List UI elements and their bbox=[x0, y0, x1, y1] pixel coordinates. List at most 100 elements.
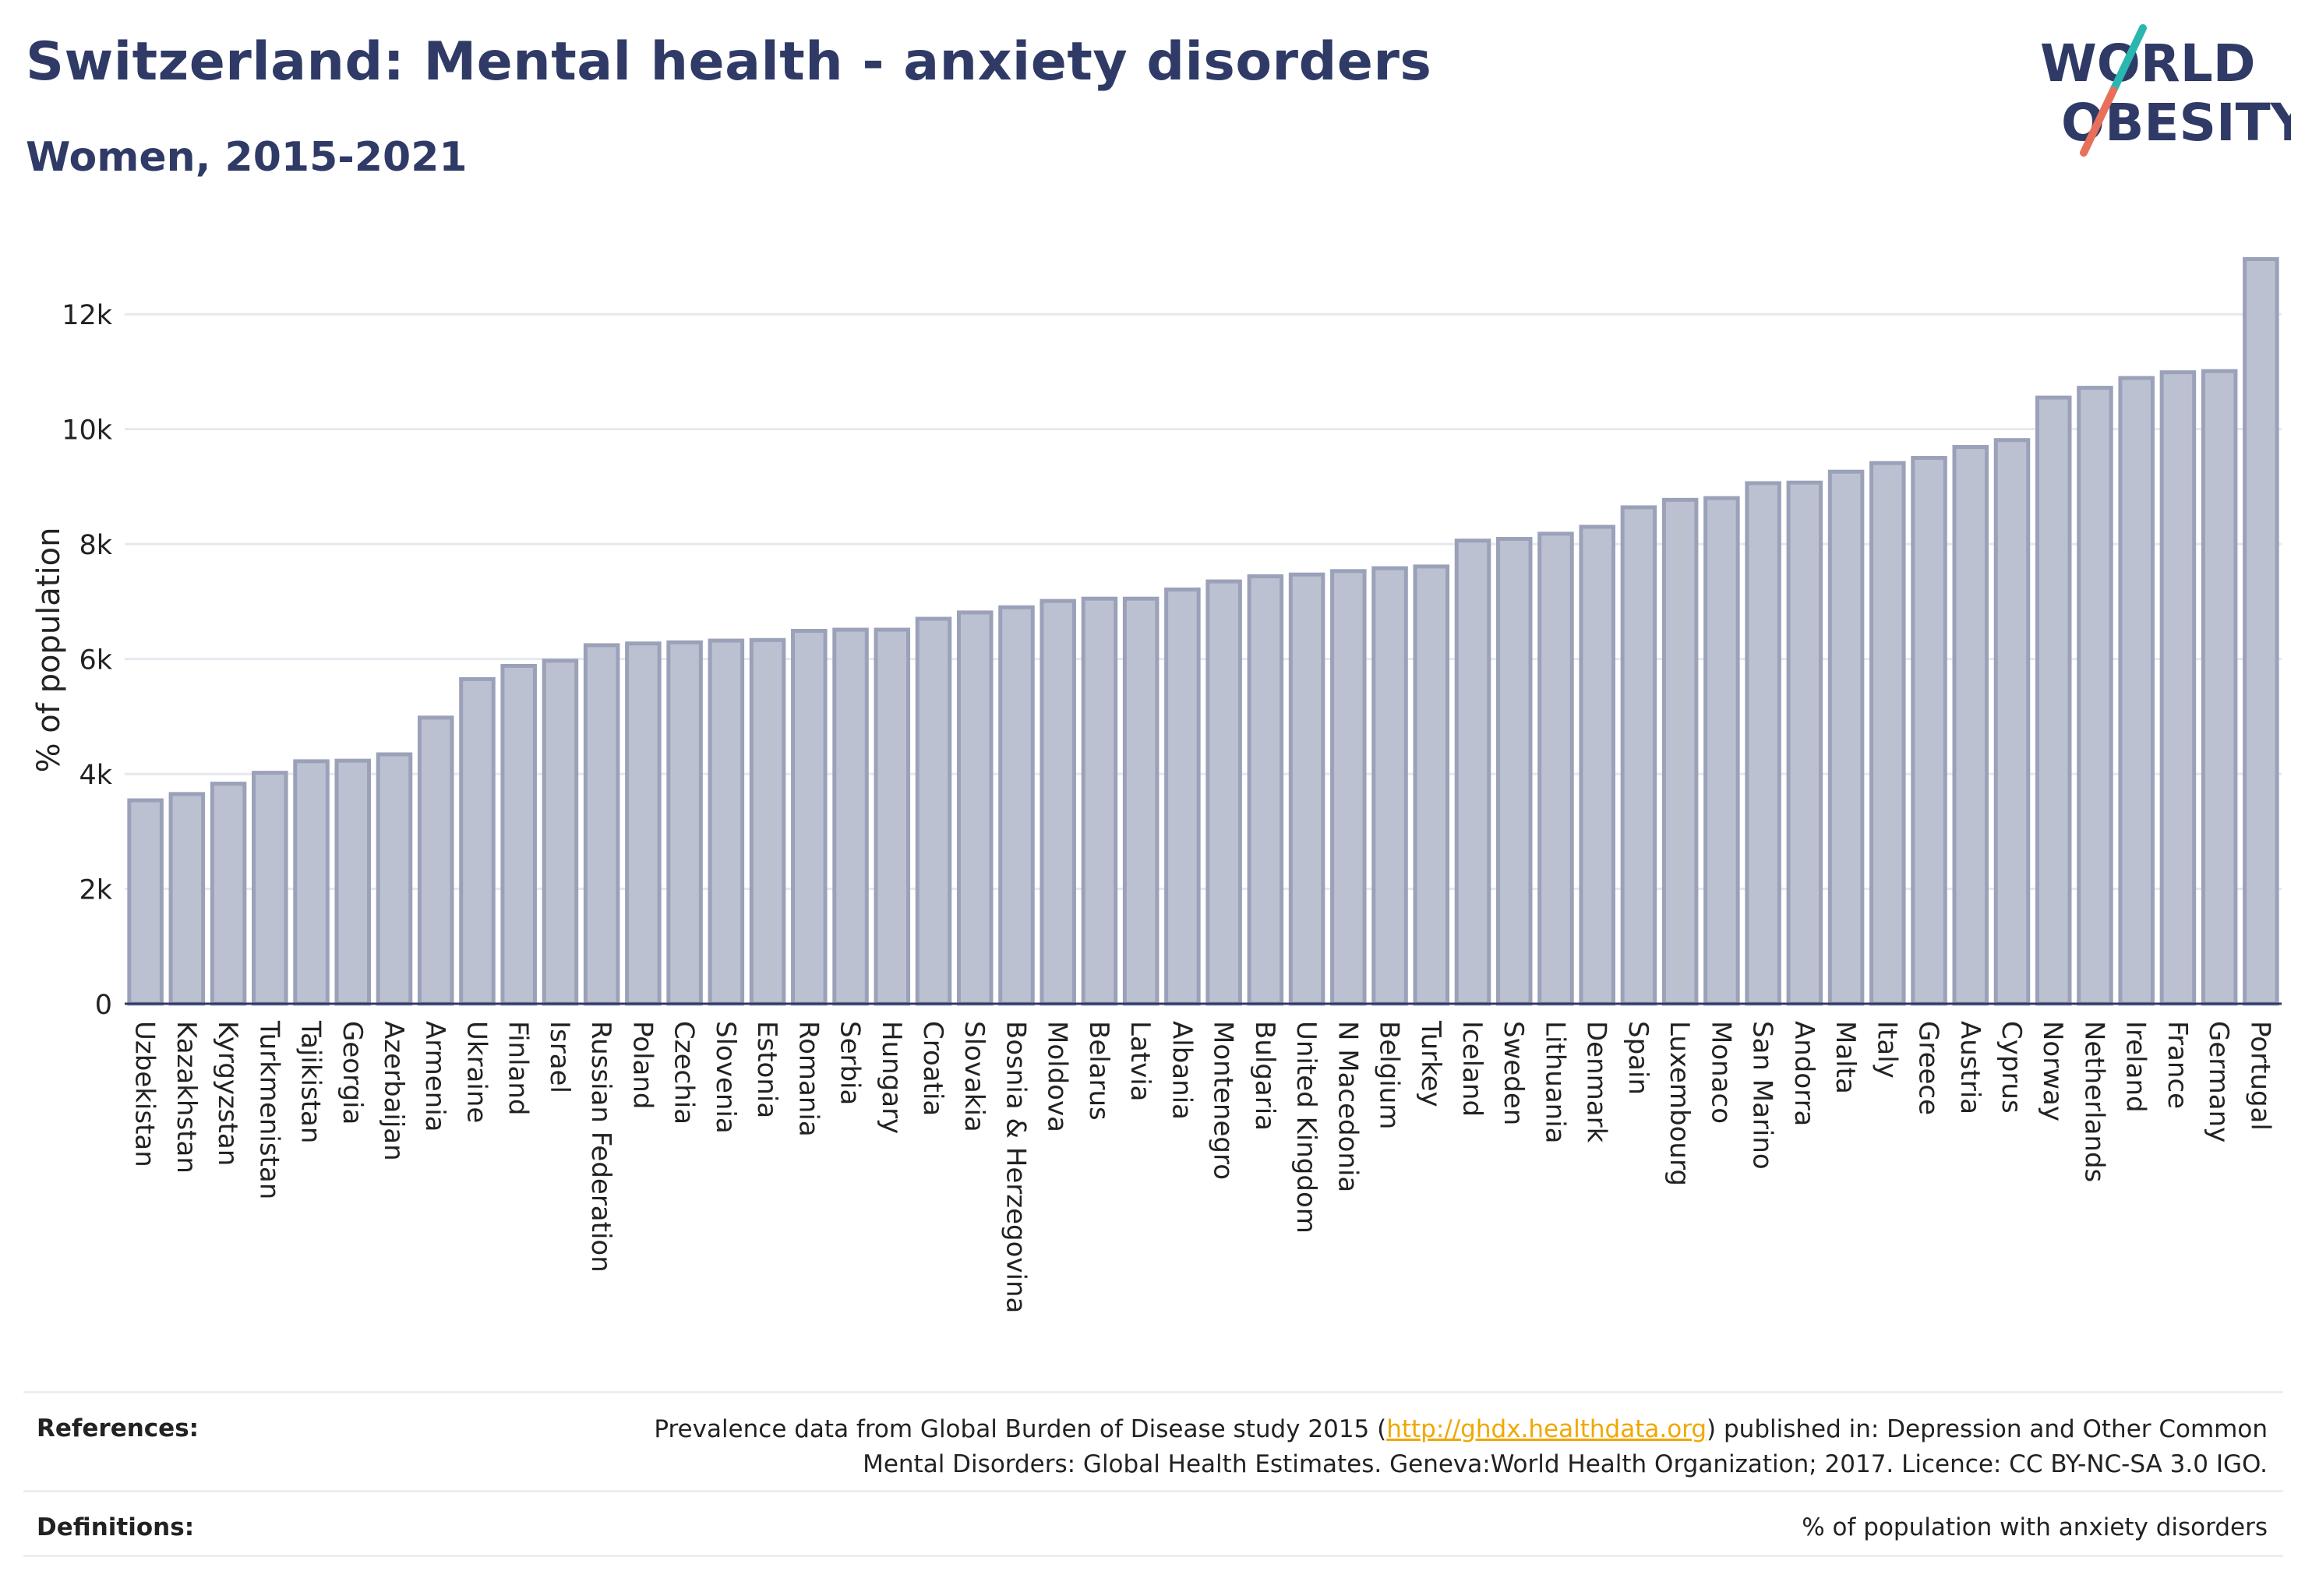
x-tick-label: Russian Federation bbox=[585, 1021, 616, 1273]
x-tick-label: Slovakia bbox=[958, 1021, 990, 1132]
x-tick-label: N Macedonia bbox=[1332, 1021, 1363, 1192]
x-tick-label: Finland bbox=[503, 1021, 534, 1116]
world-obesity-logo: WORLD OBESITY bbox=[2040, 24, 2291, 157]
x-tick-label: United Kingdom bbox=[1290, 1021, 1322, 1234]
bar bbox=[832, 627, 869, 1006]
x-tick-label: Moldova bbox=[1042, 1021, 1073, 1132]
bar bbox=[1579, 524, 1615, 1006]
bar bbox=[625, 641, 662, 1006]
bar bbox=[1620, 505, 1657, 1006]
y-tick-label: 0 bbox=[95, 990, 112, 1021]
x-tick-label: Portugal bbox=[2244, 1021, 2275, 1131]
bar bbox=[874, 627, 911, 1006]
bar bbox=[998, 605, 1035, 1006]
x-tick-label: Monaco bbox=[1705, 1021, 1736, 1124]
y-tick-label: 8k bbox=[79, 530, 112, 561]
x-tick-label: Azerbaijan bbox=[378, 1021, 409, 1161]
x-tick-label: Austria bbox=[1954, 1021, 1986, 1114]
bar bbox=[1205, 579, 1242, 1006]
logo-line-1: WORLD bbox=[2040, 34, 2256, 94]
definitions-text: % of population with anxiety disorders bbox=[1802, 1513, 2268, 1541]
x-tick-label: Greece bbox=[1913, 1021, 1944, 1115]
bar bbox=[2118, 376, 2155, 1006]
bar bbox=[417, 715, 454, 1006]
y-axis-label: % of population bbox=[31, 528, 67, 773]
x-tick-label: Kyrgyzstan bbox=[212, 1021, 243, 1166]
x-tick-label: Georgia bbox=[337, 1021, 368, 1125]
bar bbox=[210, 782, 247, 1006]
x-tick-label: Netherlands bbox=[2078, 1021, 2109, 1182]
x-tick-label: Slovenia bbox=[710, 1021, 741, 1134]
x-tick-label: Israel bbox=[544, 1021, 575, 1093]
y-tick-label: 6k bbox=[79, 645, 112, 676]
x-tick-label: Bosnia & Herzegovina bbox=[1000, 1021, 1031, 1313]
x-tick-label: Poland bbox=[627, 1021, 658, 1110]
x-tick-label: San Marino bbox=[1747, 1021, 1778, 1170]
x-tick-label: Ireland bbox=[2120, 1021, 2151, 1113]
bar bbox=[1661, 497, 1699, 1006]
x-tick-label: Latvia bbox=[1124, 1021, 1156, 1102]
footer-divider-middle bbox=[23, 1490, 2283, 1492]
bar bbox=[1993, 438, 2031, 1006]
x-tick-label: Serbia bbox=[835, 1021, 866, 1105]
references-line2: Mental Disorders: Global Health Estimate… bbox=[863, 1450, 2268, 1478]
x-tick-label: Albania bbox=[1166, 1021, 1197, 1120]
y-tick-label: 2k bbox=[79, 875, 112, 906]
bar bbox=[1703, 496, 1740, 1006]
bar bbox=[1164, 587, 1201, 1006]
x-tick-label: Croatia bbox=[917, 1021, 948, 1116]
bar bbox=[1869, 461, 1906, 1006]
x-tick-label: Kazakhstan bbox=[171, 1021, 202, 1174]
bar bbox=[749, 637, 786, 1006]
bar-chart: 0 2k 4k 6k 8k 10k 12k % of population Uzbekistan… bbox=[31, 256, 2282, 1313]
bar bbox=[2243, 256, 2279, 1006]
y-tick-label: 12k bbox=[62, 300, 113, 331]
y-tick-label: 10k bbox=[62, 415, 113, 447]
x-tick-label: Turkey bbox=[1415, 1020, 1446, 1107]
bar bbox=[1911, 456, 1947, 1006]
x-tick-label: Italy bbox=[1871, 1021, 1902, 1079]
bar bbox=[1745, 481, 1781, 1006]
bar bbox=[1495, 537, 1533, 1006]
x-tick-label: Belarus bbox=[1083, 1021, 1114, 1121]
x-tick-label: Spain bbox=[1622, 1021, 1654, 1095]
bar bbox=[1827, 469, 1865, 1006]
chart-title: Switzerland: Mental health - anxiety dis… bbox=[26, 31, 1432, 93]
logo-slash-top bbox=[2109, 24, 2147, 94]
bar bbox=[666, 640, 703, 1006]
bar bbox=[500, 663, 537, 1006]
x-tick-label: Andorra bbox=[1788, 1021, 1820, 1126]
bar bbox=[252, 771, 288, 1006]
bar bbox=[1413, 564, 1450, 1006]
x-tick-label: Uzbekistan bbox=[129, 1021, 161, 1167]
x-tick-label: Hungary bbox=[876, 1021, 907, 1134]
bar bbox=[956, 610, 994, 1006]
bar bbox=[168, 792, 206, 1006]
bar bbox=[2077, 386, 2113, 1006]
bar bbox=[791, 628, 828, 1006]
bar bbox=[1537, 531, 1574, 1006]
y-tick-label: 4k bbox=[79, 760, 112, 791]
bar bbox=[915, 616, 952, 1006]
x-tick-label: Luxembourg bbox=[1664, 1021, 1695, 1186]
x-tick-label: Tajikistan bbox=[295, 1020, 327, 1143]
x-tick-label: Armenia bbox=[419, 1021, 450, 1132]
x-tick-label: Bulgaria bbox=[1249, 1021, 1280, 1131]
x-tick-label: Ukraine bbox=[461, 1021, 492, 1123]
x-tick-label: Estonia bbox=[751, 1021, 782, 1118]
bar bbox=[583, 643, 620, 1006]
references-link[interactable]: http://ghdx.healthdata.org bbox=[1386, 1415, 1707, 1443]
references-post: ) published in: Depression and Other Com… bbox=[1707, 1415, 2268, 1443]
x-tick-label: Germany bbox=[2203, 1021, 2234, 1142]
x-tick-label: Cyprus bbox=[1996, 1021, 2027, 1114]
bar bbox=[708, 638, 745, 1006]
x-tick-label: Czechia bbox=[669, 1021, 700, 1125]
definitions-label: Definitions: bbox=[37, 1513, 195, 1541]
bar bbox=[1122, 596, 1160, 1006]
bar bbox=[293, 759, 330, 1006]
logo-slash-bottom bbox=[2080, 87, 2117, 157]
references-text: Prevalence data from Global Burden of Di… bbox=[553, 1412, 2268, 1482]
bar bbox=[1786, 480, 1823, 1006]
bar bbox=[1952, 445, 1989, 1006]
references-pre: Prevalence data from Global Burden of Di… bbox=[654, 1415, 1387, 1443]
